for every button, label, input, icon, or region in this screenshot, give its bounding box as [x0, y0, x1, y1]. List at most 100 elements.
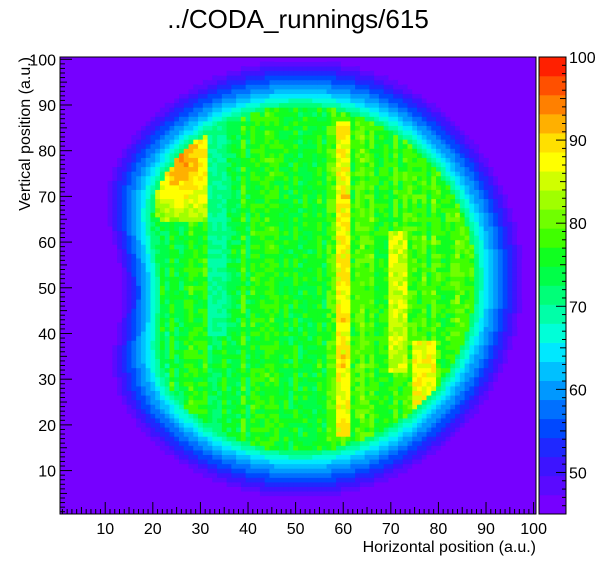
heatmap-cell — [188, 303, 194, 309]
heatmap-cell — [255, 267, 261, 273]
heatmap-cell — [397, 399, 404, 405]
heatmap-cell — [217, 326, 223, 332]
heatmap-cell — [474, 317, 480, 323]
heatmap-cell — [307, 399, 313, 405]
heatmap-cell — [374, 422, 380, 428]
heatmap-cell — [507, 317, 513, 323]
heatmap-cell — [469, 235, 475, 241]
heatmap-cell — [236, 418, 242, 423]
heatmap-cell — [179, 340, 185, 346]
heatmap-cell — [236, 477, 242, 483]
heatmap-cell — [402, 450, 408, 455]
heatmap-cell — [221, 203, 227, 209]
heatmap-cell — [412, 331, 418, 337]
heatmap-cell — [164, 212, 170, 218]
heatmap-cell — [245, 335, 251, 341]
heatmap-cell — [250, 482, 256, 487]
heatmap-cell — [426, 395, 432, 401]
heatmap-cell — [159, 381, 166, 387]
heatmap-cell — [336, 418, 342, 423]
heatmap-cell — [502, 363, 508, 369]
heatmap-cell — [455, 363, 461, 369]
heatmap-cell — [512, 253, 518, 259]
heatmap-cell — [255, 431, 261, 437]
heatmap-cell — [497, 267, 504, 273]
heatmap-cell — [245, 363, 251, 369]
heatmap-cell — [455, 207, 461, 213]
heatmap-cell — [345, 322, 351, 328]
heatmap-cell — [397, 363, 404, 369]
heatmap-cell — [355, 477, 361, 483]
heatmap-cell — [269, 216, 275, 222]
heatmap-cell — [321, 194, 327, 200]
heatmap-cell — [217, 404, 223, 410]
heatmap-cell — [321, 354, 327, 360]
heatmap-cell — [445, 239, 451, 245]
heatmap-cell — [345, 331, 351, 337]
heatmap-cell — [202, 454, 208, 460]
heatmap-cell — [288, 244, 294, 250]
heatmap-cell — [298, 280, 304, 286]
heatmap-cell — [183, 276, 189, 282]
heatmap-cell — [259, 408, 266, 414]
heatmap-cell — [174, 239, 180, 245]
heatmap-cell — [179, 244, 185, 250]
heatmap-cell — [345, 299, 351, 305]
heatmap-cell — [331, 372, 337, 378]
heatmap-cell — [350, 354, 356, 360]
heatmap-cell — [378, 436, 385, 442]
heatmap-cell — [193, 468, 199, 474]
heatmap-cell — [302, 367, 308, 373]
heatmap-cell — [164, 427, 170, 433]
heatmap-cell — [164, 280, 170, 286]
heatmap-cell — [217, 194, 223, 200]
heatmap-cell — [231, 322, 237, 328]
heatmap-cell — [364, 372, 370, 378]
heatmap-cell — [412, 386, 418, 392]
heatmap-cell — [164, 386, 170, 392]
heatmap-cell — [293, 262, 299, 268]
heatmap-cell — [440, 408, 446, 414]
heatmap-cell — [417, 459, 423, 465]
heatmap-cell — [140, 431, 147, 437]
heatmap-cell — [155, 399, 161, 405]
heatmap-cell — [478, 248, 485, 254]
heatmap-cell — [350, 399, 356, 405]
heatmap-cell — [474, 226, 480, 232]
heatmap-cell — [331, 482, 337, 487]
heatmap-cell — [331, 216, 337, 222]
heatmap-cell — [164, 349, 170, 355]
heatmap-cell — [459, 344, 465, 350]
heatmap-cell — [217, 203, 223, 209]
heatmap-cell — [355, 258, 361, 264]
heatmap-cell — [179, 230, 185, 236]
heatmap-cell — [136, 230, 142, 236]
heatmap-cell — [421, 276, 427, 282]
heatmap-cell — [278, 422, 285, 428]
heatmap-cell — [312, 253, 318, 259]
heatmap-cell — [250, 344, 256, 350]
heatmap-cell — [221, 271, 227, 277]
heatmap-cell — [340, 326, 346, 332]
heatmap-cell — [478, 340, 485, 346]
heatmap-cell — [255, 239, 261, 245]
heatmap-cell — [198, 248, 204, 254]
heatmap-cell — [164, 262, 170, 268]
heatmap-cell — [217, 454, 223, 460]
heatmap-cell — [169, 290, 175, 296]
heatmap-cell — [359, 358, 366, 364]
heatmap-cell — [278, 495, 285, 501]
heatmap-cell — [393, 349, 399, 355]
heatmap-cell — [164, 399, 170, 405]
heatmap-cell — [507, 258, 513, 264]
heatmap-cell — [426, 216, 432, 222]
heatmap-cell — [374, 216, 380, 222]
heatmap-cell — [497, 248, 504, 254]
heatmap-cell — [293, 258, 299, 264]
heatmap-cell — [317, 445, 323, 451]
heatmap-cell — [483, 326, 489, 332]
heatmap-cell — [374, 294, 380, 300]
heatmap-cell — [288, 399, 294, 405]
heatmap-cell — [412, 317, 418, 323]
heatmap-cell — [179, 262, 185, 268]
